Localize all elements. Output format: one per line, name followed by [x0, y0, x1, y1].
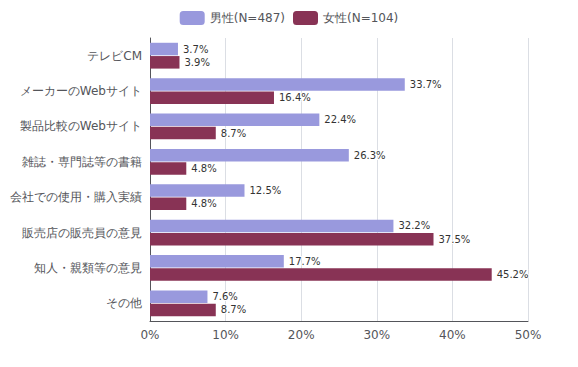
svg-text:7.6%: 7.6%	[212, 291, 237, 302]
svg-text:16.4%: 16.4%	[279, 92, 311, 103]
svg-text:12.5%: 12.5%	[250, 185, 282, 196]
svg-text:4.8%: 4.8%	[191, 198, 216, 209]
svg-text:雑誌・専門誌等の書籍: 雑誌・専門誌等の書籍	[22, 155, 142, 169]
svg-text:45.2%: 45.2%	[497, 269, 529, 280]
svg-text:37.5%: 37.5%	[439, 234, 471, 245]
svg-text:33.7%: 33.7%	[410, 79, 442, 90]
svg-text:22.4%: 22.4%	[324, 114, 356, 125]
svg-text:その他: その他	[106, 296, 142, 310]
svg-text:女性(N=104): 女性(N=104)	[323, 11, 398, 25]
svg-text:26.3%: 26.3%	[354, 150, 386, 161]
svg-text:0%: 0%	[140, 328, 159, 342]
svg-text:テレビCM: テレビCM	[87, 49, 142, 63]
svg-text:20%: 20%	[288, 328, 315, 342]
svg-text:32.2%: 32.2%	[398, 220, 430, 231]
svg-text:知人・親類等の意見: 知人・親類等の意見	[34, 261, 142, 275]
svg-text:10%: 10%	[212, 328, 239, 342]
svg-text:3.9%: 3.9%	[184, 57, 209, 68]
svg-text:製品比較のWebサイト: 製品比較のWebサイト	[20, 119, 142, 133]
svg-text:4.8%: 4.8%	[191, 163, 216, 174]
svg-text:40%: 40%	[439, 328, 466, 342]
svg-text:8.7%: 8.7%	[221, 304, 246, 315]
svg-text:メーカーのWebサイト: メーカーのWebサイト	[20, 84, 142, 98]
svg-text:30%: 30%	[363, 328, 390, 342]
svg-text:17.7%: 17.7%	[289, 256, 321, 267]
svg-text:8.7%: 8.7%	[221, 128, 246, 139]
svg-text:50%: 50%	[515, 328, 542, 342]
svg-text:男性(N=487): 男性(N=487)	[210, 11, 285, 25]
svg-text:会社での使用・購入実績: 会社での使用・購入実績	[10, 190, 142, 204]
svg-text:3.7%: 3.7%	[183, 44, 208, 55]
svg-text:販売店の販売員の意見: 販売店の販売員の意見	[22, 226, 142, 240]
